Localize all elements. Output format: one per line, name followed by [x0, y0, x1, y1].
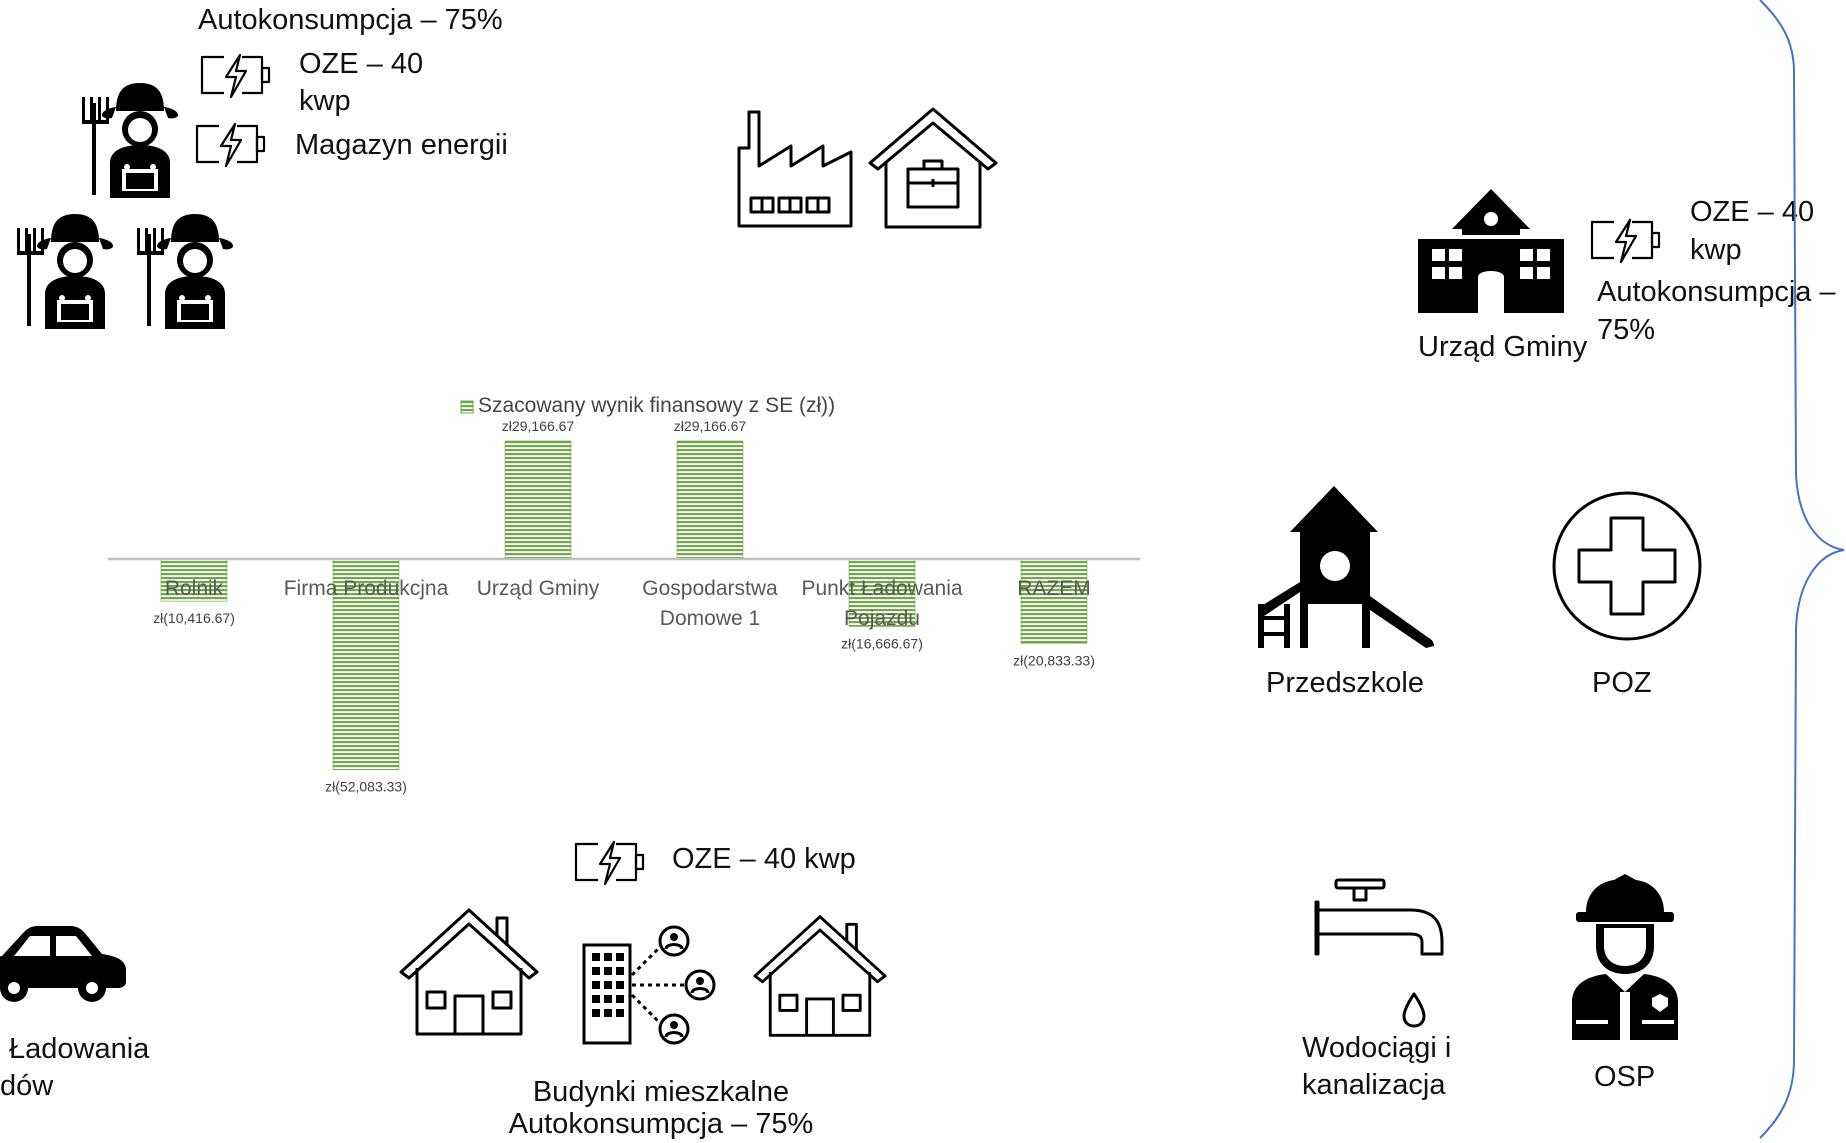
category-label-1: Firma Produkcjna — [284, 577, 449, 600]
farmers-oze-line2: kwp — [299, 85, 351, 117]
legend-swatch — [460, 400, 474, 414]
house-briefcase-icon — [866, 107, 1000, 231]
farmers-magazyn: Magazyn energii — [295, 129, 508, 161]
medical-cross-icon — [1551, 490, 1703, 642]
battery-icon — [1588, 218, 1666, 264]
bar-5 — [1020, 558, 1088, 644]
brace-icon — [1759, 0, 1846, 1139]
urzad-label: Urząd Gminy — [1418, 331, 1588, 363]
town-hall-icon — [1418, 189, 1564, 313]
vehicle-label-line2: dów — [0, 1070, 54, 1102]
osp-label: OSP — [1594, 1061, 1656, 1093]
data-label-5: zł(20,833.33) — [1013, 652, 1095, 668]
data-label-4: zł(16,666.67) — [841, 635, 923, 651]
farmer-icon — [135, 214, 240, 329]
residential-label-line2: Autokonsumpcja – 75% — [508, 1108, 814, 1140]
przedszkole-label: Przedszkole — [1266, 667, 1424, 699]
category-label-3: Gospodarstwa Domowe 1 — [642, 577, 778, 630]
bar-4 — [848, 558, 916, 627]
legend-label: Szacowany wynik finansowy z SE (zł)) — [478, 394, 835, 417]
residential-label-line1: Budynki mieszkalne — [532, 1076, 790, 1108]
apartment-people-icon — [582, 925, 718, 1045]
wodociagi-label-line2: kanalizacja — [1302, 1069, 1446, 1101]
category-label-0: Rolnik — [165, 577, 224, 600]
category-label-4: Punkt Ładowania Pojazdu — [801, 577, 962, 630]
bar-3 — [676, 440, 744, 560]
farmer-icon — [80, 83, 185, 198]
data-label-0: zł(10,416.67) — [153, 610, 235, 626]
water-tap-icon — [1314, 876, 1454, 1028]
urzad-oze-line1: OZE – 40 — [1690, 196, 1815, 228]
category-label-5: RAZEM — [1017, 577, 1091, 600]
wodociagi-label-line1: Wodociągi i — [1302, 1032, 1452, 1064]
house-icon — [753, 914, 887, 1038]
farmers-autokonsumpcja: Autokonsumpcja – 75% — [198, 4, 503, 36]
vehicle-label-line1: Ładowania — [9, 1033, 150, 1065]
bar-0 — [160, 558, 228, 602]
battery-icon — [193, 122, 271, 168]
urzad-oze-line2: kwp — [1690, 234, 1742, 266]
urzad-auto-line2: 75% — [1597, 314, 1656, 346]
data-label-1: zł(52,083.33) — [325, 779, 407, 795]
firefighter-icon — [1562, 874, 1688, 1040]
factory-icon — [735, 108, 855, 230]
data-label-3: zł29,166.67 — [674, 418, 747, 434]
financial-bar-chart: Szacowany wynik finansowy z SE (zł)) zł(… — [108, 394, 1140, 795]
battery-icon — [572, 840, 650, 886]
category-label-2: Urząd Gminy — [477, 577, 600, 600]
data-label-2: zł29,166.67 — [502, 418, 575, 434]
playground-icon — [1250, 486, 1434, 648]
farmer-icon — [15, 214, 120, 329]
farmers-oze-line1: OZE – 40 — [299, 48, 424, 80]
bar-1 — [332, 558, 400, 771]
poz-label: POZ — [1592, 667, 1652, 699]
residential-oze: OZE – 40 kwp — [672, 843, 856, 875]
battery-icon — [198, 53, 276, 99]
house-icon — [399, 908, 539, 1036]
bar-2 — [504, 440, 572, 560]
car-icon — [0, 924, 128, 1002]
